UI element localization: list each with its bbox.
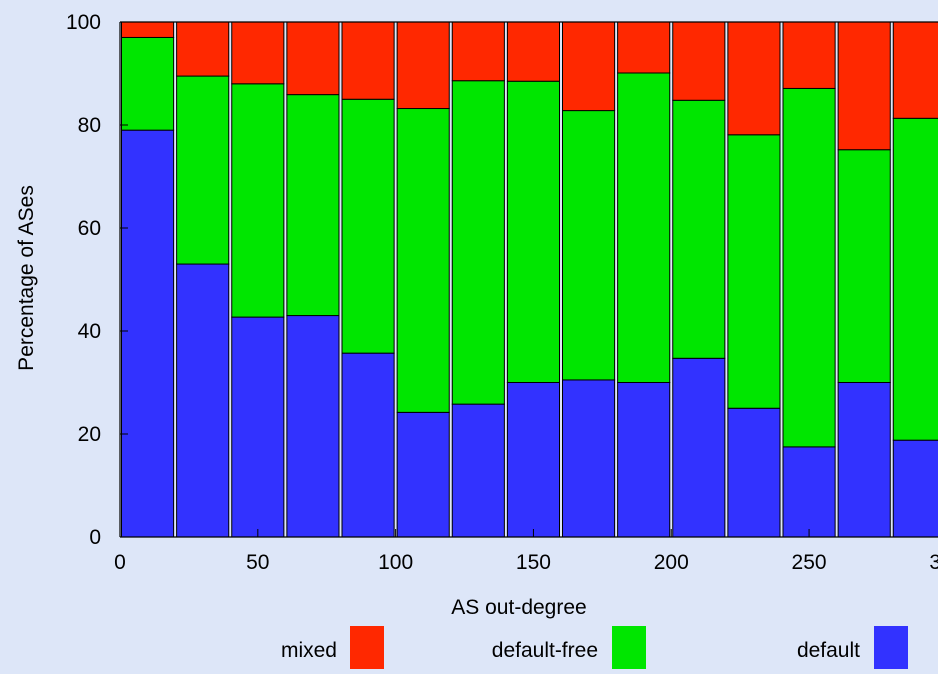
bar-segment-default-free [507, 81, 559, 382]
bar-segment-default [728, 408, 780, 537]
bar-segment-mixed [452, 22, 504, 81]
bar-segment-default-free [287, 95, 339, 316]
x-tick-label: 200 [654, 551, 689, 574]
bar-segment-mixed [783, 22, 835, 88]
bar-segment-default [838, 383, 890, 538]
legend-swatch-default-free [612, 626, 646, 669]
x-tick-label: 250 [792, 551, 827, 574]
bar-segment-default [893, 440, 938, 537]
bar-segment-default [122, 130, 174, 537]
bar-segment-mixed [397, 22, 449, 109]
y-axis-label: Percentage of ASes [15, 185, 38, 371]
bar-segment-default [287, 316, 339, 537]
x-tick-label: 100 [378, 551, 413, 574]
y-tick-label: 20 [78, 423, 101, 446]
y-tick-label: 100 [66, 11, 101, 34]
bar-segment-mixed [728, 22, 780, 135]
bar-segment-default [783, 447, 835, 537]
bar-segment-default-free [232, 84, 284, 317]
bar-segment-mixed [673, 22, 725, 100]
bar-segment-default-free [452, 81, 504, 404]
bar-segment-default [507, 383, 559, 538]
bar-segment-default [673, 358, 725, 537]
bar-segment-default [342, 353, 394, 537]
x-tick-label: 150 [516, 551, 551, 574]
legend-label-mixed: mixed [281, 639, 337, 662]
bar-segment-default [452, 404, 504, 537]
bar-segment-default-free [728, 135, 780, 408]
bar-segment-mixed [177, 22, 229, 76]
x-tick-label: 300 [929, 551, 938, 574]
y-tick-label: 60 [78, 217, 101, 240]
bar-segment-default-free [397, 109, 449, 413]
bar-segment-default [618, 383, 670, 538]
bar-segment-default-free [563, 111, 615, 380]
bar-segment-mixed [893, 22, 938, 118]
y-tick-label: 80 [78, 114, 101, 137]
bar-segment-default-free [122, 37, 174, 130]
bar-segment-default-free [342, 99, 394, 353]
y-tick-label: 0 [89, 526, 101, 549]
legend-swatch-mixed [350, 626, 384, 669]
bar-segment-mixed [618, 22, 670, 73]
bar-segment-default [232, 317, 284, 537]
bars-layer [122, 22, 938, 537]
x-axis-label: AS out-degree [451, 596, 586, 619]
bar-segment-default-free [177, 76, 229, 264]
bar-segment-default [397, 412, 449, 537]
x-tick-label: 0 [114, 551, 126, 574]
bar-segment-mixed [838, 22, 890, 150]
bar-segment-default-free [838, 150, 890, 383]
bar-segment-mixed [342, 22, 394, 99]
bar-segment-default-free [783, 88, 835, 446]
bar-segment-default-free [893, 118, 938, 440]
bar-segment-default-free [673, 100, 725, 358]
legend: mixed default-free default [281, 626, 908, 669]
bar-segment-mixed [563, 22, 615, 111]
bar-segment-mixed [507, 22, 559, 81]
bar-segment-mixed [287, 22, 339, 95]
bar-segment-mixed [122, 22, 174, 37]
y-tick-label: 40 [78, 320, 101, 343]
bar-segment-default [563, 380, 615, 537]
legend-label-default: default [797, 639, 860, 662]
x-tick-label: 50 [246, 551, 269, 574]
legend-swatch-default [874, 626, 908, 669]
bar-segment-default [177, 264, 229, 537]
legend-label-default-free: default-free [492, 639, 598, 662]
bar-segment-default-free [618, 73, 670, 383]
bar-segment-mixed [232, 22, 284, 84]
